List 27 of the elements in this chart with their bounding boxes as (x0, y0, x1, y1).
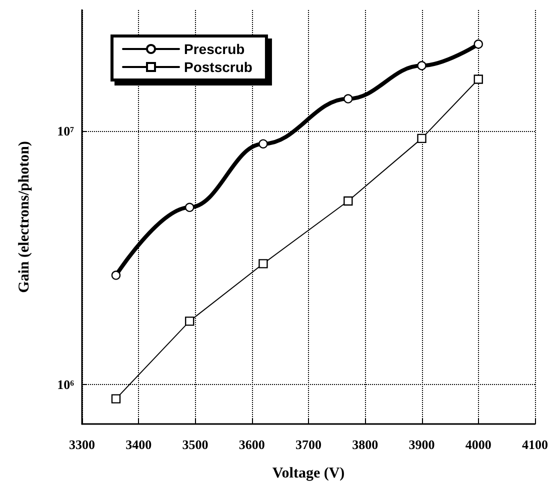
legend-label: Prescrub (184, 41, 245, 57)
x-tick-label: 3400 (126, 437, 152, 452)
legend-label: Postscrub (184, 59, 252, 75)
x-tick-label: 3300 (69, 437, 95, 452)
point (258, 139, 268, 148)
x-tick-label: 4100 (522, 437, 548, 452)
point (344, 196, 353, 206)
y-tick-label: 10⁶ (57, 377, 74, 392)
x-tick-label: 3600 (238, 437, 265, 452)
x-tick-label: 4000 (465, 437, 492, 452)
point (417, 61, 426, 70)
point (184, 202, 194, 212)
y-axis-title: Gain (electrons/photon) (16, 141, 32, 293)
x-axis-title: Voltage (V) (272, 466, 345, 482)
point (111, 270, 121, 280)
point (474, 74, 483, 84)
point (344, 94, 353, 104)
x-tick-label: 3800 (352, 437, 378, 452)
point (258, 259, 268, 268)
point (184, 316, 194, 326)
y-tick-label: 10⁷ (57, 124, 74, 139)
x-tick-label: 3500 (182, 437, 208, 452)
x-tick-label: 3700 (296, 437, 322, 452)
x-tick-label: 3900 (408, 437, 435, 452)
point (474, 40, 483, 49)
point (111, 394, 121, 404)
point (417, 134, 426, 144)
